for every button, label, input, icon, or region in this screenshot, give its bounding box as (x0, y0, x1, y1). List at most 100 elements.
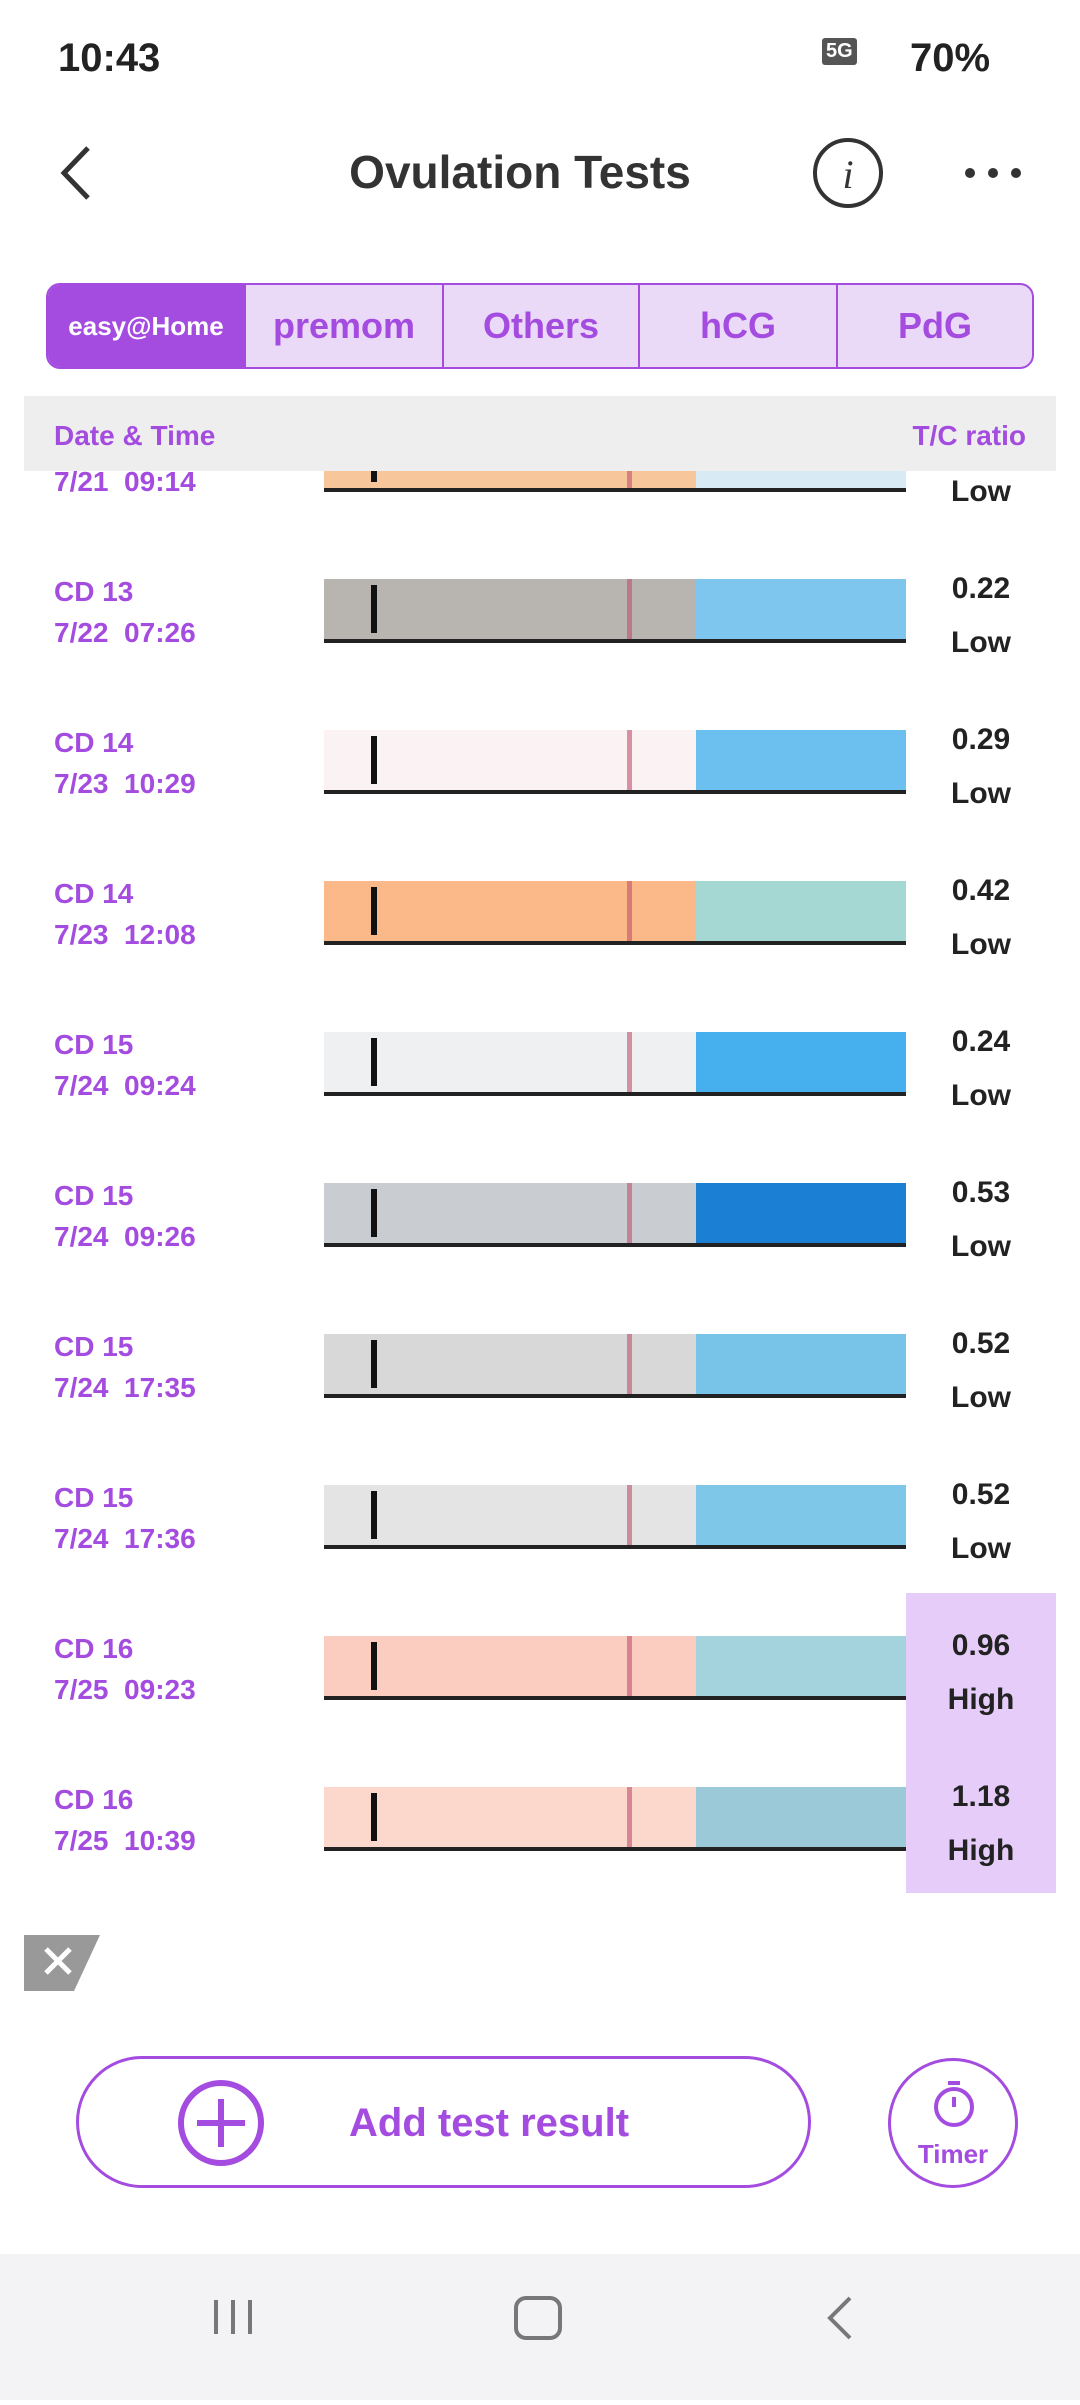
cycle-day: CD 16 (54, 1633, 134, 1664)
strip-handle (696, 730, 906, 790)
strip-band (626, 1485, 632, 1545)
strip-band (626, 881, 632, 941)
network: 5G (822, 38, 857, 65)
test-strip (324, 1183, 906, 1247)
test-row[interactable]: CD 15 7/24 17:35 0.52 Low (24, 1291, 1056, 1442)
time: 10:43 (58, 36, 161, 80)
tc-level: Low (951, 1230, 1011, 1263)
strip-band (626, 579, 632, 639)
tab-bar: easy@Home premom Others hCG PdG (46, 283, 1034, 369)
tc-ratio: 0.22 (951, 572, 1011, 605)
test-row[interactable]: CD 16 7/25 10:39 1.18 High (24, 1744, 1056, 1893)
test-row[interactable]: CD 14 7/23 12:08 0.42 Low (24, 838, 1056, 989)
strip-line (370, 736, 377, 784)
test-row[interactable]: CD 15 7/24 17:36 0.52 Low (24, 1442, 1056, 1593)
strip-handle (696, 1334, 906, 1394)
tc-ratio: 0.42 (951, 874, 1011, 907)
tab[interactable]: PdG (836, 285, 1032, 367)
strip-line (370, 1642, 377, 1690)
more-button[interactable] (965, 168, 1021, 178)
strip-line (370, 887, 377, 935)
timer-label: Timer (917, 2139, 989, 2169)
strip-handle (696, 1032, 906, 1092)
tc-level: Low (951, 777, 1011, 810)
strip-line (370, 1793, 377, 1841)
test-list: 7/21 09:14 Low CD 13 7/22 07:26 0.22 Low CD 14… (24, 471, 1056, 1893)
test-strip (324, 579, 906, 643)
tc-level: High (947, 1834, 1015, 1867)
tc-ratio: 0.52 (951, 1327, 1011, 1360)
tc-level: Low (951, 1381, 1011, 1414)
test-row[interactable]: 7/21 09:14 Low (24, 471, 1056, 536)
cycle-day: CD 15 (54, 1029, 134, 1060)
column-header: T/C ratio (912, 420, 1026, 451)
info-button[interactable] (813, 138, 883, 208)
column-header: Date & Time (54, 420, 216, 451)
strip-line (370, 1189, 377, 1237)
nav-bar (0, 2254, 1080, 2400)
strip-band (626, 730, 632, 790)
strip-band (626, 1334, 632, 1394)
strip-band (626, 1636, 632, 1696)
date-time: 7/25 10:39 (54, 1825, 196, 1856)
strip-handle (696, 1485, 906, 1545)
strip-handle (696, 1636, 906, 1696)
test-row[interactable]: CD 15 7/24 09:26 0.53 Low (24, 1140, 1056, 1291)
test-strip (324, 1032, 906, 1096)
add-test-button[interactable]: Add test result (76, 2056, 811, 2188)
tc-level: Low (951, 928, 1011, 961)
svg-text:i: i (842, 152, 853, 197)
add-label: Add test result (349, 2101, 630, 2145)
date-time: 7/24 09:24 (54, 1070, 196, 1101)
strip-band (626, 471, 632, 488)
strip-handle (696, 579, 906, 639)
tab[interactable]: easy@Home (48, 285, 244, 367)
tc-level: High (947, 1683, 1015, 1716)
strip-handle (696, 1787, 906, 1847)
tab[interactable]: Others (442, 285, 638, 367)
strip-line (370, 1038, 377, 1086)
header-icons: i (60, 138, 1021, 208)
date-time: 7/24 17:35 (54, 1372, 196, 1403)
cycle-day: CD 14 (54, 878, 134, 909)
cycle-day: CD 15 (54, 1482, 134, 1513)
test-row[interactable]: CD 16 7/25 09:23 0.96 High (24, 1593, 1056, 1744)
cycle-day: CD 13 (54, 576, 134, 607)
test-strip (324, 471, 906, 492)
test-strip (324, 1787, 906, 1851)
date-time: 7/25 09:23 (54, 1674, 196, 1705)
battery: 70% (910, 36, 991, 80)
tc-level: Low (951, 475, 1011, 508)
date-time: 7/22 07:26 (54, 617, 196, 648)
strip-handle (696, 881, 906, 941)
ratio-highlight (906, 1593, 1056, 1744)
date-time: 7/23 12:08 (54, 919, 196, 950)
test-row[interactable]: CD 15 7/24 09:24 0.24 Low (24, 989, 1056, 1140)
ad-close[interactable] (24, 1935, 100, 1991)
cycle-day: CD 15 (54, 1331, 134, 1362)
tab[interactable]: premom (244, 285, 442, 367)
tc-level: Low (951, 1079, 1011, 1112)
date-time: 7/24 17:36 (54, 1523, 196, 1554)
tc-ratio: 0.29 (951, 723, 1011, 756)
tc-ratio: 0.53 (951, 1176, 1011, 1209)
strip-line (370, 471, 377, 482)
date-time: 7/23 10:29 (54, 768, 196, 799)
test-strip (324, 1485, 906, 1549)
tc-ratio: 0.24 (951, 1025, 1011, 1058)
test-row[interactable]: CD 14 7/23 10:29 0.29 Low (24, 687, 1056, 838)
back-button[interactable] (60, 146, 90, 200)
ratio-highlight (906, 1744, 1056, 1893)
tc-ratio: 0.52 (951, 1478, 1011, 1511)
date-time: 7/24 09:26 (54, 1221, 196, 1252)
strip-handle (696, 471, 906, 488)
strip-band (626, 1787, 632, 1847)
title: Ovulation Tests (349, 146, 691, 198)
test-row[interactable]: CD 13 7/22 07:26 0.22 Low (24, 536, 1056, 687)
timer-button[interactable]: Timer (888, 2058, 1018, 2188)
tab[interactable]: hCG (638, 285, 836, 367)
strip-line (370, 585, 377, 633)
cycle-day: CD 16 (54, 1784, 134, 1815)
date-time: 7/21 09:14 (54, 471, 196, 497)
